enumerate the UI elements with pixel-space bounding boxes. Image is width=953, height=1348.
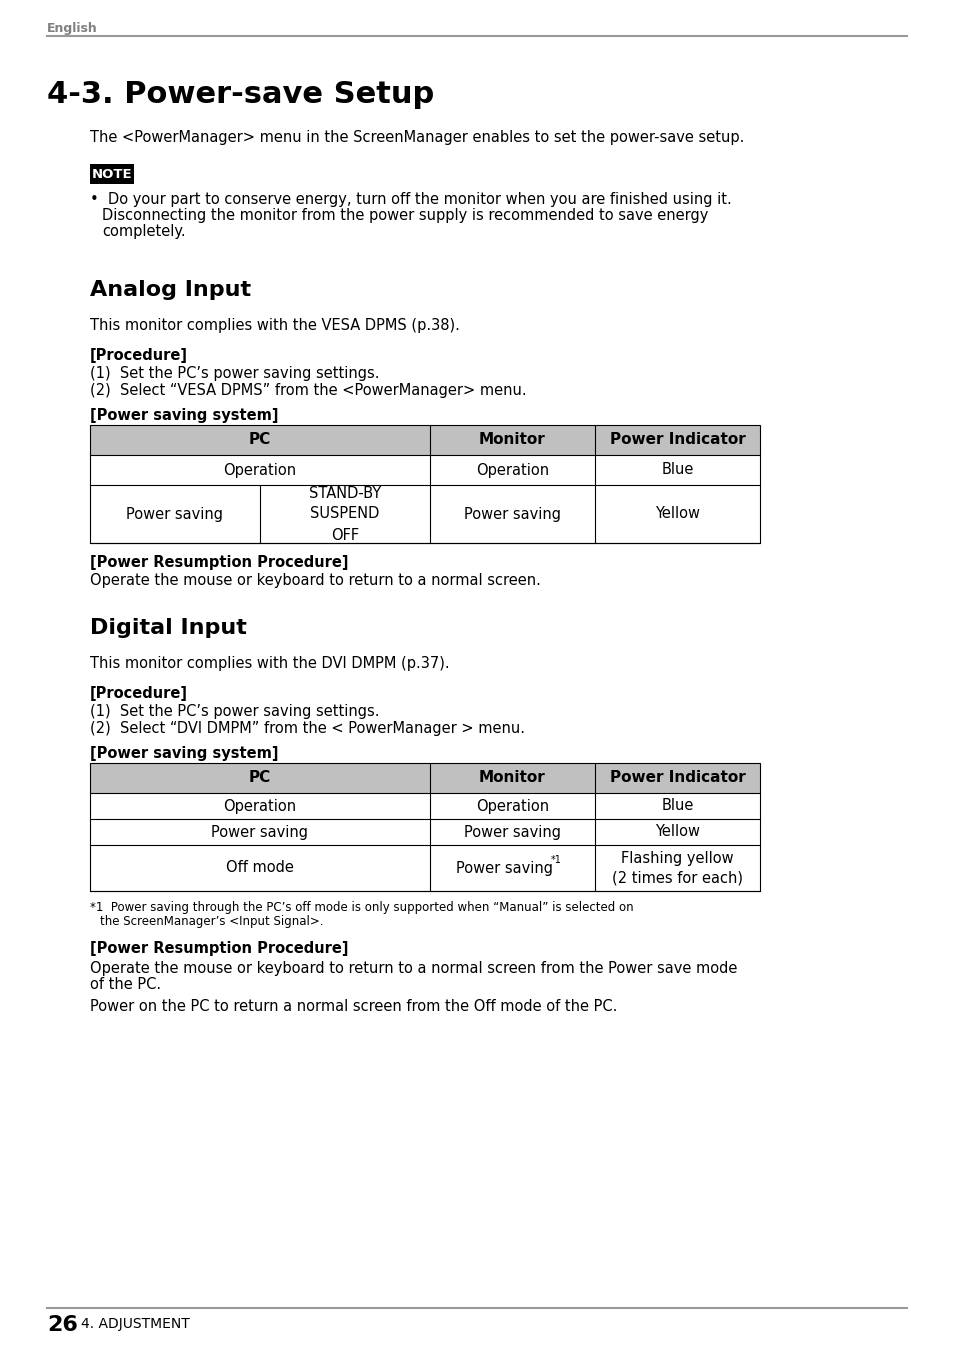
Text: 4. ADJUSTMENT: 4. ADJUSTMENT [81, 1317, 190, 1330]
Text: (1)  Set the PC’s power saving settings.: (1) Set the PC’s power saving settings. [90, 704, 379, 718]
Bar [90, 425, 760, 456]
Text: NOTE: NOTE [91, 168, 132, 181]
Bar [90, 425, 760, 543]
Text: Off mode: Off mode [226, 860, 294, 875]
Text: This monitor complies with the DVI DMPM (p.37).: This monitor complies with the DVI DMPM … [90, 656, 449, 671]
Bar [90, 763, 760, 793]
Text: [Power Resumption Procedure]: [Power Resumption Procedure] [90, 941, 348, 956]
Text: (2)  Select “VESA DPMS” from the <PowerManager> menu.: (2) Select “VESA DPMS” from the <PowerMa… [90, 383, 526, 398]
Text: Monitor: Monitor [478, 433, 545, 448]
Text: •  Do your part to conserve energy, turn off the monitor when you are finished u: • Do your part to conserve energy, turn … [90, 191, 731, 208]
Text: Power saving: Power saving [456, 860, 553, 875]
Text: (2)  Select “DVI DMPM” from the < PowerManager > menu.: (2) Select “DVI DMPM” from the < PowerMa… [90, 721, 524, 736]
Bar [90, 763, 760, 891]
Text: Yellow: Yellow [655, 825, 700, 840]
Text: [Procedure]: [Procedure] [90, 686, 188, 701]
Text: Power on the PC to return a normal screen from the Off mode of the PC.: Power on the PC to return a normal scree… [90, 999, 617, 1014]
Text: Disconnecting the monitor from the power supply is recommended to save energy: Disconnecting the monitor from the power… [102, 208, 708, 222]
Text: *1  Power saving through the PC’s off mode is only supported when “Manual” is se: *1 Power saving through the PC’s off mod… [90, 900, 633, 914]
Text: Operate the mouse or keyboard to return to a normal screen from the Power save m: Operate the mouse or keyboard to return … [90, 961, 737, 976]
Text: Digital Input: Digital Input [90, 617, 247, 638]
Text: Operation: Operation [223, 462, 296, 477]
Text: PC: PC [249, 771, 271, 786]
Text: Operation: Operation [223, 798, 296, 813]
Text: English: English [47, 22, 97, 35]
Text: [Power Resumption Procedure]: [Power Resumption Procedure] [90, 555, 348, 570]
Text: Yellow: Yellow [655, 507, 700, 522]
Text: [Procedure]: [Procedure] [90, 348, 188, 363]
Text: Operation: Operation [476, 462, 549, 477]
Text: Power saving: Power saving [463, 825, 560, 840]
Text: Blue: Blue [660, 462, 693, 477]
Text: the ScreenManager’s <Input Signal>.: the ScreenManager’s <Input Signal>. [100, 915, 323, 927]
Text: Power Indicator: Power Indicator [609, 771, 744, 786]
Text: Power saving: Power saving [212, 825, 308, 840]
Text: STAND-BY
SUSPEND
OFF: STAND-BY SUSPEND OFF [309, 485, 381, 542]
Text: *1: *1 [550, 855, 560, 865]
Bar [90, 164, 133, 183]
Text: This monitor complies with the VESA DPMS (p.38).: This monitor complies with the VESA DPMS… [90, 318, 459, 333]
Text: PC: PC [249, 433, 271, 448]
Text: Power Indicator: Power Indicator [609, 433, 744, 448]
Text: of the PC.: of the PC. [90, 977, 161, 992]
Text: Monitor: Monitor [478, 771, 545, 786]
Text: [Power saving system]: [Power saving system] [90, 408, 278, 423]
Text: Flashing yellow
(2 times for each): Flashing yellow (2 times for each) [612, 851, 742, 886]
Text: Analog Input: Analog Input [90, 280, 251, 301]
Text: completely.: completely. [102, 224, 186, 239]
Text: 26: 26 [47, 1316, 78, 1335]
Text: (1)  Set the PC’s power saving settings.: (1) Set the PC’s power saving settings. [90, 367, 379, 381]
Text: Operate the mouse or keyboard to return to a normal screen.: Operate the mouse or keyboard to return … [90, 573, 540, 588]
Text: Blue: Blue [660, 798, 693, 813]
Text: The <PowerManager> menu in the ScreenManager enables to set the power-save setup: The <PowerManager> menu in the ScreenMan… [90, 129, 743, 146]
Text: Power saving: Power saving [127, 507, 223, 522]
Text: 4-3. Power-save Setup: 4-3. Power-save Setup [47, 80, 434, 109]
Text: Power saving: Power saving [463, 507, 560, 522]
Text: Operation: Operation [476, 798, 549, 813]
Text: [Power saving system]: [Power saving system] [90, 745, 278, 762]
